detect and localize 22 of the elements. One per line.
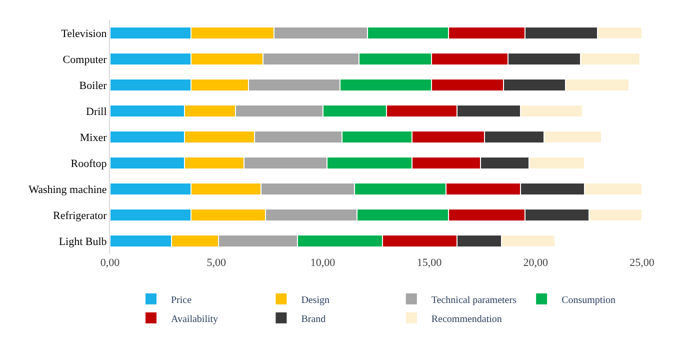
y-tick-label: Washing machine	[28, 184, 107, 196]
y-tick-label: Light Bulb	[58, 236, 108, 248]
x-tick-label: 10,00	[310, 257, 336, 269]
legend-label: Recommendation	[431, 314, 502, 325]
legend-label: Design	[301, 294, 330, 306]
x-tick-label: 5,00	[206, 257, 227, 269]
legend-label: Price	[171, 294, 192, 306]
y-tick-label: Mixer	[80, 132, 108, 144]
x-tick-label: 25,00	[630, 257, 655, 269]
y-tick-label: Boiler	[79, 80, 108, 92]
legend-label: Availability	[171, 314, 218, 325]
x-tick-label: 15,00	[416, 257, 442, 269]
legend-label: Consumption	[562, 294, 616, 306]
legend-label: Brand	[301, 314, 326, 325]
x-tick-label: 0,00	[100, 257, 120, 269]
x-tick-label: 20,00	[523, 257, 548, 269]
legend-label: Technical parameters	[431, 294, 517, 306]
y-tick-label: Drill	[86, 106, 107, 118]
y-tick-label: Computer	[62, 54, 108, 66]
y-tick-label: Refrigerator	[53, 210, 108, 222]
y-tick-label: Television	[61, 28, 108, 40]
y-tick-label: Rooftop	[70, 158, 108, 170]
